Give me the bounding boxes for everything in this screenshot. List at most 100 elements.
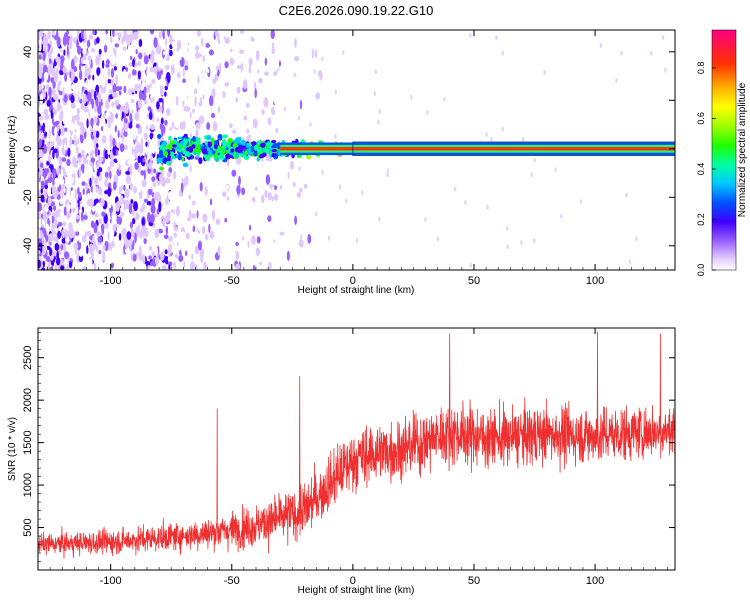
heatmap-cell: [82, 47, 87, 55]
heatmap-cell: [230, 48, 233, 53]
heatmap-cell: [97, 257, 101, 264]
heatmap-cell: [158, 98, 164, 103]
heatmap-cell: [253, 144, 259, 151]
heatmap-cell: [76, 45, 82, 55]
heatmap-cell: [230, 148, 235, 153]
heatmap-cell: [70, 203, 74, 210]
heatmap-cell: [153, 37, 158, 48]
heatmap-cell: [490, 136, 493, 142]
heatmap-cell: [70, 186, 73, 191]
heatmap-cell: [69, 136, 73, 147]
heatmap-y-label: Frequency (Hz): [7, 116, 18, 185]
heatmap-cell: [160, 251, 165, 261]
heatmap-cell: [193, 88, 198, 95]
heatmap-cell: [162, 140, 167, 147]
heatmap-cell: [146, 200, 152, 207]
heatmap-cell: [253, 81, 257, 90]
heatmap-cell: [273, 193, 279, 201]
heatmap-cell: [127, 159, 133, 165]
heatmap-cell: [86, 155, 91, 161]
heatmap-cell: [166, 71, 171, 81]
heatmap-cell: [533, 237, 536, 243]
heatmap-cell: [198, 101, 203, 107]
heatmap-cell: [49, 235, 53, 243]
heatmap-cell: [334, 133, 337, 139]
heatmap-cell: [243, 154, 250, 161]
heatmap-cell: [192, 108, 195, 114]
heatmap-cell: [138, 83, 142, 91]
heatmap-cell: [73, 66, 78, 73]
heatmap-cell: [386, 172, 389, 178]
heatmap-cell: [373, 91, 377, 97]
heatmap-cell: [43, 71, 49, 81]
snr-y-ticks: 500 1000 1500 2000 2500: [22, 331, 675, 562]
snr-line: [38, 331, 675, 559]
heatmap-cell: [125, 242, 129, 249]
heatmap-cell: [175, 114, 179, 125]
heatmap-cell: [137, 60, 142, 67]
heatmap-cell: [163, 150, 169, 157]
snr-y-tick-label: 2000: [22, 388, 34, 412]
heatmap-cell: [54, 178, 60, 188]
heatmap-frame: [37, 29, 676, 271]
heatmap-cell: [120, 105, 125, 114]
heatmap-cell: [98, 218, 103, 224]
heatmap-cell: [158, 149, 164, 156]
heatmap-cell: [107, 226, 112, 233]
heatmap-cell: [249, 200, 255, 207]
heatmap-cell: [235, 152, 239, 159]
heatmap-cell: [211, 259, 215, 269]
heatmap-cell: [262, 252, 265, 261]
heatmap-cell: [620, 50, 623, 56]
heatmap-cell: [95, 96, 99, 108]
heatmap-cell: [250, 36, 253, 42]
heatmap-cell: [98, 40, 104, 47]
heatmap-cell: [47, 186, 52, 197]
heatmap-cell: [79, 98, 83, 104]
heatmap-cell: [272, 166, 276, 173]
heatmap-cell: [220, 69, 226, 75]
heatmap-cell: [264, 189, 268, 198]
heatmap-cell: [221, 191, 227, 198]
heatmap-cell: [150, 53, 155, 64]
colorbar-tick-label: 0.2: [696, 213, 706, 226]
heatmap-cell: [79, 250, 83, 257]
heatmap-cell: [112, 137, 116, 147]
heatmap-cell: [180, 182, 184, 193]
heatmap-cell: [59, 210, 63, 218]
heatmap-cell: [113, 66, 117, 71]
heatmap-cell: [194, 45, 200, 51]
heatmap-cell: [146, 124, 149, 131]
heatmap-cell: [294, 215, 298, 226]
heatmap-cell: [661, 35, 665, 41]
heatmap-cell: [83, 30, 87, 40]
heatmap-cell: [264, 57, 268, 66]
heatmap-cell: [92, 125, 97, 130]
heatmap-cell: [38, 115, 44, 121]
heatmap-cell: [125, 67, 129, 72]
heatmap-cell: [70, 188, 76, 199]
heatmap-cell: [156, 101, 160, 110]
heatmap-cell: [46, 100, 51, 107]
heatmap-cell: [66, 263, 69, 270]
heatmap-cell: [168, 264, 171, 270]
heatmap-cell: [84, 182, 89, 191]
heatmap-cell: [70, 102, 76, 109]
heatmap-cell: [76, 157, 82, 164]
heatmap-cell: [90, 220, 95, 229]
heatmap-cell: [38, 259, 41, 269]
heatmap-cell: [464, 200, 467, 206]
heatmap-cell: [186, 123, 192, 134]
heatmap-cell: [82, 156, 88, 165]
heatmap-cell: [41, 223, 44, 229]
heatmap-cell: [56, 137, 62, 147]
heatmap-cell: [298, 239, 304, 248]
heatmap-cell: [424, 216, 427, 222]
heatmap-cell: [237, 200, 241, 209]
heatmap-cell: [299, 234, 303, 240]
heatmap-cell: [410, 94, 413, 100]
heatmap-cell: [42, 122, 46, 134]
heatmap-cell: [129, 182, 133, 191]
heatmap-cell: [168, 34, 173, 43]
heatmap-cell: [131, 109, 134, 114]
